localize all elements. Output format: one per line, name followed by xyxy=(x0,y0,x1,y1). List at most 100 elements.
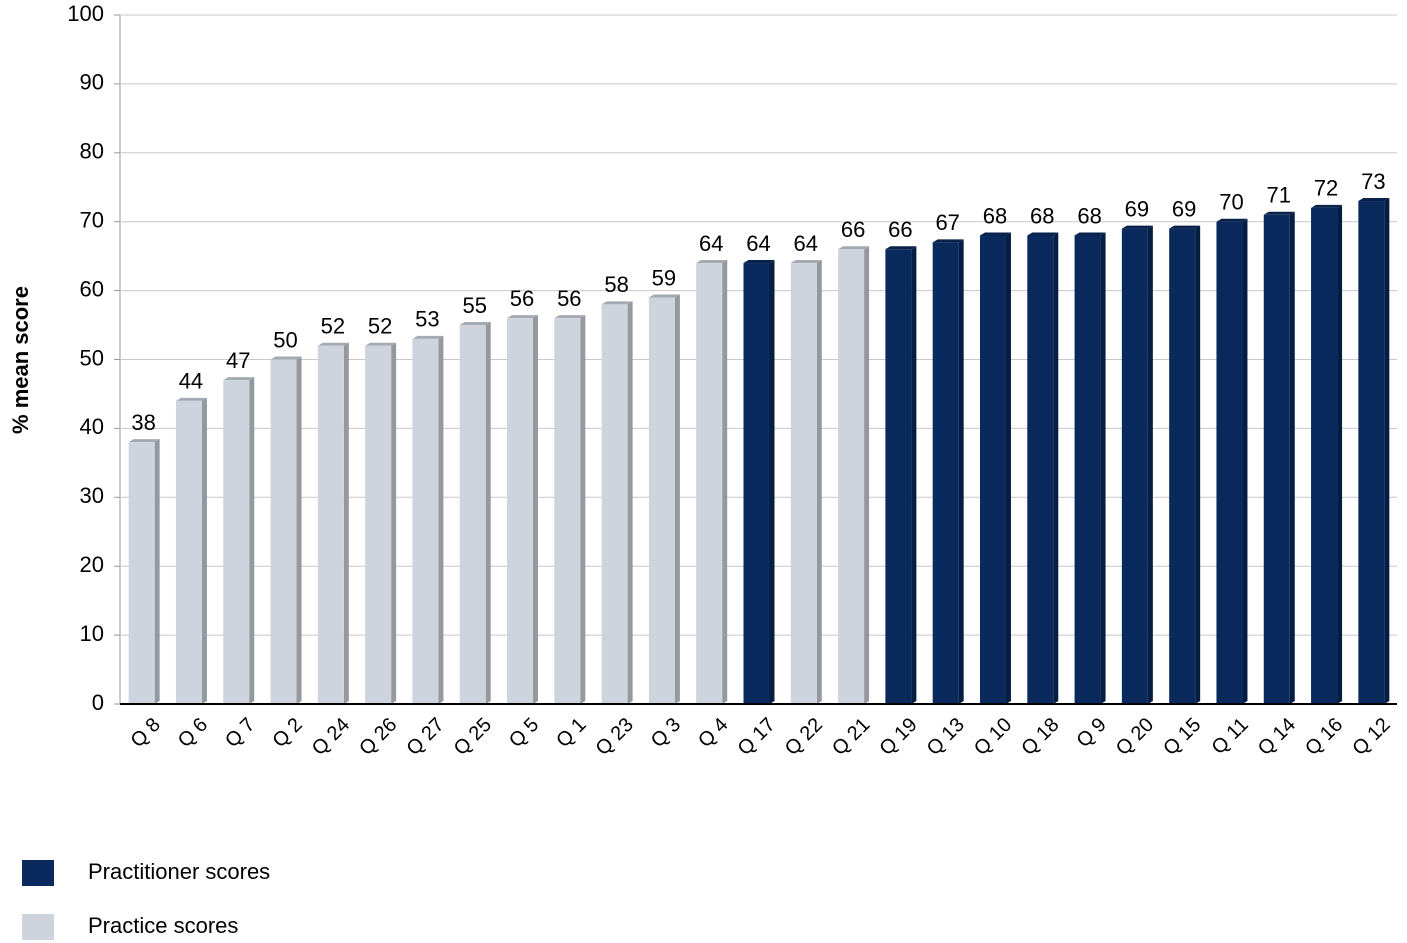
bar-top xyxy=(175,397,207,401)
x-tick-label: Q 1 xyxy=(552,714,590,752)
bar-top xyxy=(459,322,491,326)
data-label: 53 xyxy=(415,307,439,332)
bar xyxy=(1169,228,1196,704)
bar-side xyxy=(816,260,822,704)
bar xyxy=(128,442,155,704)
x-tick-label: Q 16 xyxy=(1301,714,1347,760)
x-tick-label: Q 20 xyxy=(1112,714,1158,760)
data-label: 64 xyxy=(794,231,818,256)
bar-side xyxy=(911,246,917,704)
x-tick-label: Q 15 xyxy=(1159,714,1205,760)
bar-top xyxy=(601,301,633,305)
x-tick-label: Q 26 xyxy=(355,714,401,760)
x-tick-label: Q 17 xyxy=(734,714,780,760)
y-tick-label: 30 xyxy=(80,483,104,508)
bar-side xyxy=(154,439,160,704)
bar xyxy=(979,235,1006,705)
bar-top xyxy=(317,342,349,346)
bar-side xyxy=(1337,204,1343,705)
bar-side xyxy=(864,246,870,704)
x-tick-label: Q 8 xyxy=(127,714,165,752)
bar xyxy=(459,325,486,704)
bar-top xyxy=(1027,232,1059,236)
data-label: 47 xyxy=(226,348,250,373)
bar-top xyxy=(412,335,444,339)
x-tick-label: Q 11 xyxy=(1208,714,1253,759)
y-tick-label: 40 xyxy=(80,414,104,439)
data-label: 52 xyxy=(321,314,345,339)
y-axis-title: % mean score xyxy=(8,286,33,434)
data-label: 70 xyxy=(1219,190,1243,215)
data-label: 68 xyxy=(1077,203,1101,228)
data-label: 68 xyxy=(983,203,1007,228)
data-label: 58 xyxy=(604,272,628,297)
bar-top xyxy=(1311,204,1343,208)
bar xyxy=(507,318,534,704)
bar xyxy=(554,318,581,704)
bar-top xyxy=(1358,198,1390,202)
bar-top xyxy=(365,342,397,346)
legend-label: Practice scores xyxy=(88,913,238,938)
x-tick-label: Q 18 xyxy=(1017,714,1063,760)
bar-side xyxy=(485,322,491,704)
bar xyxy=(1311,207,1338,705)
x-tick-label: Q 25 xyxy=(450,714,496,760)
x-tick-label: Q 9 xyxy=(1072,714,1110,752)
y-tick-label: 60 xyxy=(80,276,104,301)
bar-top xyxy=(128,439,160,443)
bar-side xyxy=(1147,225,1153,704)
data-label: 69 xyxy=(1125,196,1149,221)
data-label: 59 xyxy=(652,265,676,290)
bar xyxy=(1216,221,1243,704)
data-label: 55 xyxy=(462,293,486,318)
bar-side xyxy=(201,397,207,704)
data-label: 67 xyxy=(935,210,959,235)
bar-top xyxy=(1263,211,1295,215)
x-tick-label: Q 4 xyxy=(694,714,732,752)
x-tick-label: Q 12 xyxy=(1348,714,1394,760)
bar-side xyxy=(343,342,349,704)
bar-top xyxy=(696,260,728,264)
data-label: 64 xyxy=(699,231,723,256)
x-tick-label: Q 5 xyxy=(505,714,543,752)
bar-top xyxy=(1169,225,1201,229)
y-tick-label: 0 xyxy=(92,690,104,715)
bar xyxy=(743,263,770,704)
data-label: 71 xyxy=(1267,183,1291,208)
bar-top xyxy=(1074,232,1106,236)
bar-side xyxy=(722,260,728,704)
bar xyxy=(412,338,439,704)
bar-top xyxy=(648,294,680,298)
bar xyxy=(175,400,202,704)
x-tick-label: Q 22 xyxy=(781,714,827,760)
x-tick-label: Q 2 xyxy=(268,714,306,752)
bar-side xyxy=(1289,211,1295,704)
data-label: 38 xyxy=(131,410,155,435)
x-tick-label: Q 10 xyxy=(970,714,1016,760)
bar-side xyxy=(1242,218,1248,704)
bar-top xyxy=(838,246,870,250)
bar-side xyxy=(580,315,586,704)
y-tick-label: 70 xyxy=(80,208,104,233)
bar-side xyxy=(1053,232,1059,705)
data-label: 66 xyxy=(841,217,865,242)
bar-top xyxy=(790,260,822,264)
x-tick-label: Q 3 xyxy=(647,714,685,752)
bar-top xyxy=(1121,225,1153,229)
bar xyxy=(270,359,297,704)
y-tick-label: 10 xyxy=(80,621,104,646)
data-label: 52 xyxy=(368,314,392,339)
data-label: 68 xyxy=(1030,203,1054,228)
bar-top xyxy=(743,260,775,264)
data-label: 73 xyxy=(1361,169,1385,194)
bar-top xyxy=(1216,218,1248,222)
bar xyxy=(790,263,817,704)
data-label: 72 xyxy=(1314,176,1338,201)
x-tick-label: Q 23 xyxy=(592,714,638,760)
bar-side xyxy=(769,260,775,704)
x-tick-label: Q 19 xyxy=(875,714,921,760)
bar xyxy=(1074,235,1101,705)
bar-top xyxy=(507,315,539,319)
y-tick-label: 100 xyxy=(67,1,104,26)
